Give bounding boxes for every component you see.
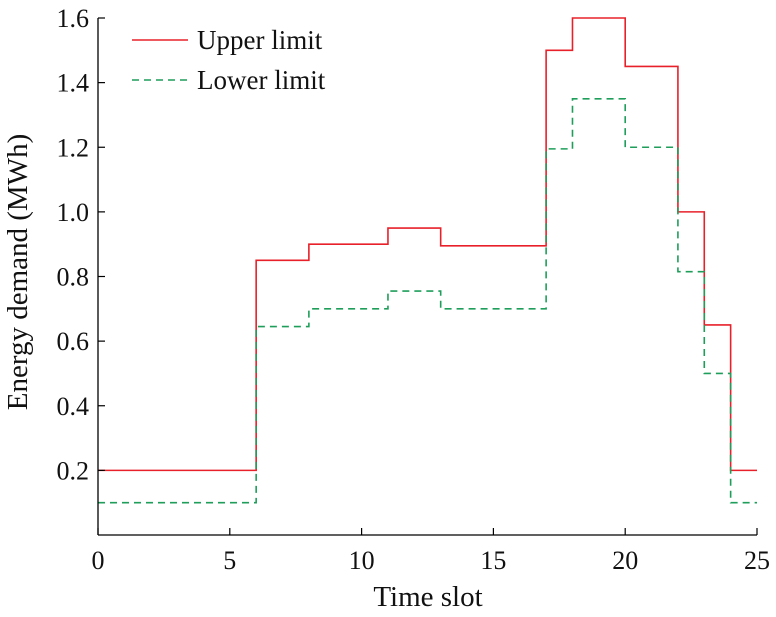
ticks-group: 0 5 10 15 20 25 0.2 0.4 0.6 0.8 1.0 1.2 1.4 1.6 <box>57 4 771 575</box>
y-tick-label: 0.6 <box>57 327 90 356</box>
x-tick-label: 5 <box>223 546 236 575</box>
series-group <box>98 17 757 504</box>
y-tick-label: 0.8 <box>57 263 90 292</box>
y-tick-label: 1.6 <box>57 4 90 33</box>
series-line-upper-limit <box>98 17 757 472</box>
x-tick-label: 10 <box>349 546 375 575</box>
x-tick-label: 0 <box>92 546 105 575</box>
series-line-lower-limit <box>98 97 757 504</box>
legend: Upper limit Lower limit <box>132 25 326 95</box>
y-tick-label: 0.2 <box>57 456 90 485</box>
axes-group <box>97 18 757 536</box>
y-tick-label: 0.4 <box>57 392 90 421</box>
y-tick-label: 1.4 <box>57 69 90 98</box>
x-tick-label: 25 <box>744 546 770 575</box>
legend-label-upper-limit: Upper limit <box>197 25 323 55</box>
y-tick-label: 1.0 <box>57 198 90 227</box>
x-tick-label: 20 <box>612 546 638 575</box>
x-axis-title: Time slot <box>373 581 482 613</box>
y-tick-label: 1.2 <box>57 133 90 162</box>
x-tick-label: 15 <box>480 546 506 575</box>
legend-label-lower-limit: Lower limit <box>197 65 326 95</box>
y-axis-title: Energy demand (MWh) <box>2 134 34 411</box>
